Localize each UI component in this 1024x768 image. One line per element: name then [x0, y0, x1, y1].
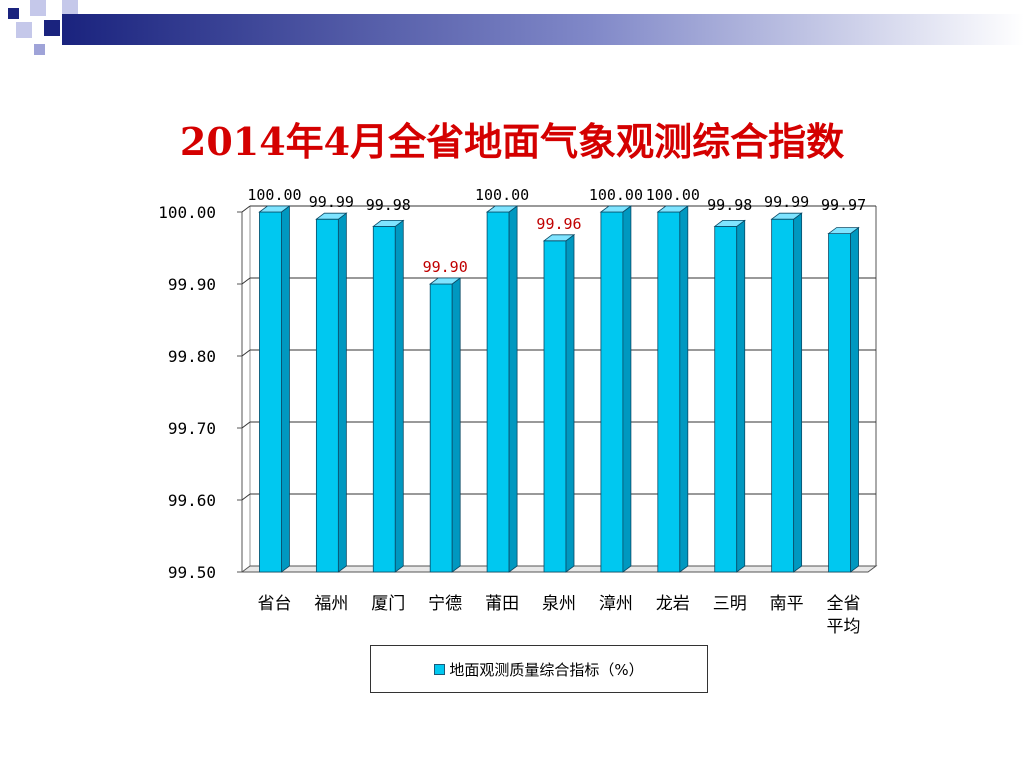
- bar: [259, 211, 282, 573]
- x-tick-label: 福州: [314, 594, 348, 614]
- gridline-diagonal: [241, 205, 251, 213]
- x-tick-label: 宁德: [428, 594, 462, 614]
- x-tick-label: 龙岩: [656, 594, 690, 614]
- bar-side: [622, 205, 632, 573]
- corner-decoration: [8, 0, 1024, 55]
- bar-side: [451, 277, 461, 573]
- bar-side: [565, 234, 575, 573]
- bar-top: [485, 205, 519, 213]
- bar-side: [850, 226, 859, 573]
- x-tick-label: 全省: [827, 594, 861, 614]
- bar-top: [428, 277, 462, 285]
- deco-square: [16, 22, 32, 38]
- data-label: 99.99: [309, 193, 354, 211]
- bar-top: [770, 212, 803, 220]
- bar-top: [656, 205, 690, 213]
- bar: [600, 211, 624, 573]
- bar-top: [542, 234, 576, 242]
- bar-side: [508, 205, 518, 573]
- x-tick-label: 南平: [770, 594, 804, 614]
- deco-square: [62, 0, 78, 14]
- bar-top: [315, 212, 348, 220]
- deco-band: [62, 14, 1024, 45]
- deco-square: [30, 0, 46, 16]
- bar: [828, 233, 851, 573]
- data-label: 100.00: [475, 186, 529, 204]
- y-tick-label: 99.60: [168, 491, 216, 510]
- x-tick-label: 莆田: [485, 594, 519, 614]
- data-label: 99.97: [821, 196, 866, 214]
- x-tick-label: 泉州: [542, 594, 576, 614]
- data-label: 99.98: [707, 196, 752, 214]
- bar-top: [713, 219, 746, 227]
- bar: [714, 225, 738, 573]
- data-label: 99.96: [536, 215, 581, 233]
- x-tick-label: 三明: [713, 594, 747, 614]
- bar-side: [793, 212, 803, 573]
- data-label: 99.90: [423, 258, 468, 276]
- data-label: 100.00: [589, 186, 643, 204]
- bar: [372, 225, 396, 573]
- y-tick-label: 99.50: [168, 563, 216, 582]
- bar: [429, 283, 453, 573]
- slide-title: 2014年4月全省地面气象观测综合指数: [179, 119, 845, 164]
- deco-square: [44, 20, 60, 36]
- data-label: 99.98: [366, 196, 411, 214]
- bar: [315, 218, 339, 573]
- legend-label: 地面观测质量综合指标（%）: [449, 660, 644, 679]
- chart-legend: 地面观测质量综合指标（%）: [370, 645, 708, 693]
- bar-top: [599, 205, 633, 213]
- bar-side: [736, 219, 746, 573]
- deco-square: [34, 44, 45, 55]
- data-label: 100.00: [646, 186, 700, 204]
- y-tick-label: 99.90: [168, 275, 216, 294]
- bar-side: [337, 212, 347, 573]
- x-tick-label: 厦门: [371, 594, 405, 614]
- bar-top: [827, 227, 860, 235]
- y-tick-label: 99.70: [168, 419, 216, 438]
- bar: [543, 240, 567, 573]
- bar-side: [281, 205, 290, 573]
- data-label: 99.99: [764, 193, 809, 211]
- x-tick-label: 省台: [257, 594, 291, 614]
- legend-swatch: [434, 663, 446, 675]
- data-label: 100.00: [247, 186, 301, 204]
- bar: [486, 211, 510, 573]
- bar-top: [372, 219, 405, 227]
- bar: [657, 211, 681, 573]
- gridline-diagonal: [241, 277, 251, 285]
- x-tick-label: 平均: [827, 617, 861, 637]
- gridline-diagonal: [241, 421, 251, 429]
- bar-top: [258, 205, 291, 213]
- gridline-diagonal: [241, 493, 251, 501]
- gridline-diagonal: [241, 349, 251, 357]
- y-tick-label: 100.00: [158, 203, 216, 222]
- bar: [771, 218, 795, 573]
- bar-side: [679, 205, 689, 573]
- bar-side: [394, 219, 404, 573]
- deco-square: [8, 8, 19, 19]
- y-tick-label: 99.80: [168, 347, 216, 366]
- x-tick-label: 漳州: [599, 594, 633, 614]
